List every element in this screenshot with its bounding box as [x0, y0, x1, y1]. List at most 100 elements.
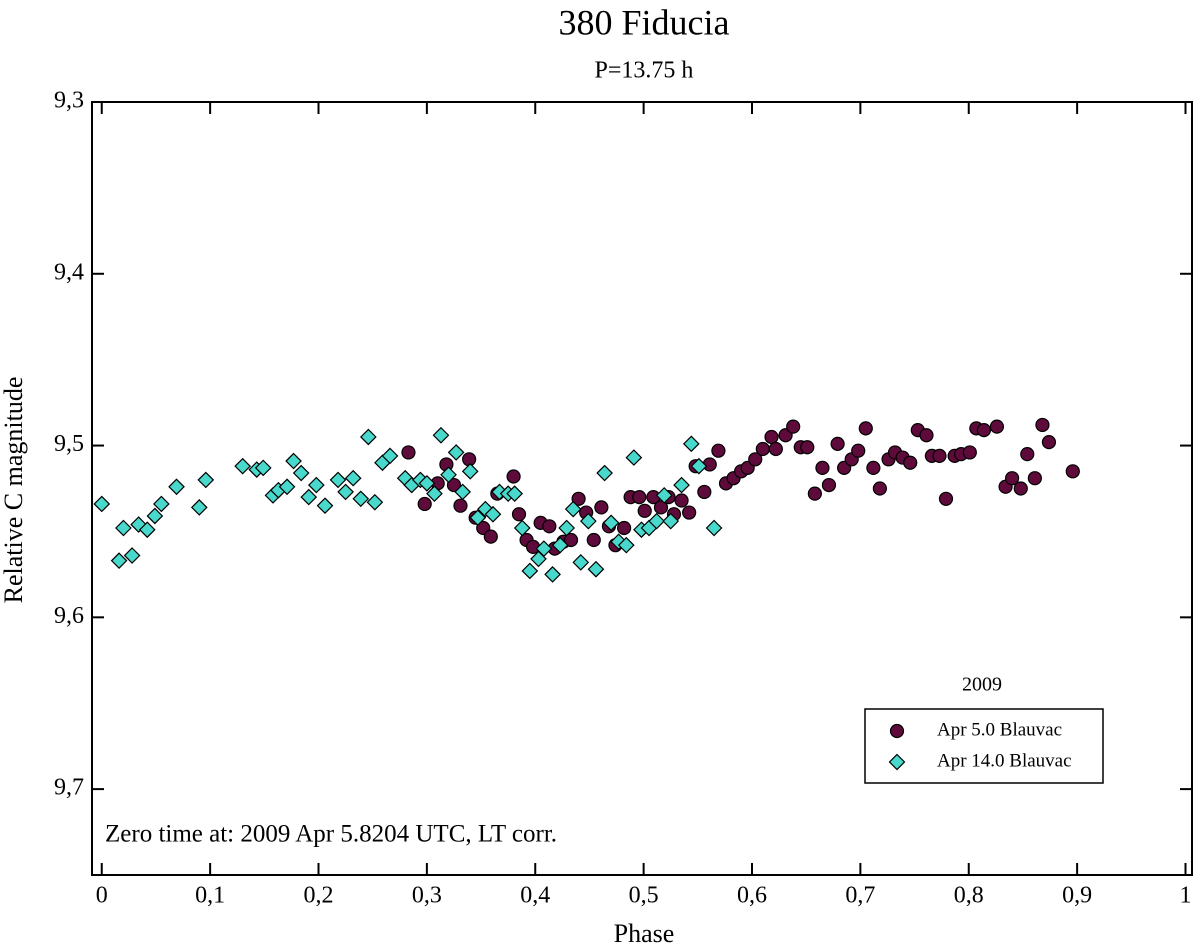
data-point — [542, 519, 557, 534]
data-point — [617, 536, 635, 554]
legend-box — [864, 708, 1104, 784]
data-point — [711, 443, 726, 458]
data-point — [655, 487, 673, 504]
data-point — [594, 500, 609, 515]
legend-label: Apr 5.0 Blauvac — [937, 719, 1062, 740]
data-point — [337, 483, 354, 501]
data-point — [662, 512, 680, 530]
data-point — [1027, 471, 1042, 486]
data-point — [483, 529, 498, 544]
data-point — [454, 483, 471, 501]
data-point — [596, 464, 613, 482]
data-point — [903, 455, 918, 470]
x-tick-label: 0,1 — [195, 883, 225, 909]
data-point — [815, 460, 830, 475]
data-point — [851, 443, 866, 458]
data-point — [625, 449, 643, 466]
data-point — [682, 435, 700, 453]
data-point — [469, 509, 487, 527]
data-point — [307, 476, 325, 494]
data-point — [1013, 481, 1028, 496]
data-point — [962, 445, 977, 460]
data-point — [1004, 471, 1020, 486]
legend-title: 2009 — [962, 674, 1002, 696]
data-point — [432, 426, 450, 444]
data-point — [418, 474, 436, 492]
chart-subtitle: P=13.75 h — [595, 58, 694, 84]
y-tick-label: 9,7 — [54, 775, 84, 801]
legend-marker — [889, 723, 905, 739]
data-point — [637, 503, 652, 518]
data-point — [146, 507, 164, 525]
data-point — [1035, 417, 1050, 433]
data-point — [919, 428, 934, 443]
x-tick-label: 0,7 — [845, 883, 875, 909]
data-point — [690, 457, 708, 475]
legend-label: Apr 14.0 Blauvac — [937, 750, 1072, 771]
data-point — [653, 500, 669, 515]
data-point — [866, 460, 881, 475]
data-point — [446, 477, 462, 493]
data-point — [586, 532, 601, 548]
data-point — [697, 484, 712, 500]
data-point — [426, 485, 443, 503]
data-point — [572, 554, 590, 571]
data-point — [587, 560, 605, 578]
x-axis-label: Phase — [614, 919, 675, 948]
legend-marker — [888, 753, 906, 771]
x-tick-label: 0,4 — [520, 883, 550, 909]
x-tick-label: 0,3 — [412, 883, 442, 909]
data-point — [821, 477, 837, 493]
data-point — [580, 512, 597, 530]
data-point — [462, 452, 477, 467]
data-point — [768, 441, 783, 457]
data-point — [858, 421, 873, 436]
data-point — [830, 436, 845, 451]
data-point — [440, 466, 457, 484]
x-tick-label: 0,2 — [304, 883, 334, 909]
data-point — [764, 429, 779, 445]
data-point — [511, 507, 527, 522]
data-point — [748, 452, 763, 467]
data-point — [1041, 435, 1057, 450]
data-point — [932, 448, 947, 463]
data-point — [705, 519, 723, 537]
y-tick-label: 9,5 — [54, 431, 84, 457]
data-point — [447, 444, 465, 461]
data-point — [571, 491, 586, 506]
data-point — [366, 493, 384, 511]
data-point — [558, 519, 576, 537]
data-point — [316, 497, 334, 515]
y-tick-label: 9,3 — [54, 88, 84, 114]
data-point — [535, 540, 553, 557]
data-point — [254, 459, 272, 477]
data-point — [521, 562, 539, 580]
data-point — [292, 464, 310, 482]
data-point — [352, 490, 370, 508]
data-point — [800, 440, 815, 455]
data-point — [563, 532, 579, 548]
data-point — [329, 471, 347, 489]
y-tick-label: 9,6 — [54, 603, 84, 629]
data-point — [506, 485, 524, 503]
data-point — [786, 419, 801, 434]
data-point — [617, 520, 632, 536]
data-point — [976, 422, 992, 438]
data-point — [755, 441, 770, 457]
data-point — [93, 495, 111, 513]
data-point — [138, 521, 156, 539]
data-point — [190, 499, 208, 516]
data-point — [300, 488, 318, 506]
x-tick-label: 0,9 — [1062, 883, 1092, 909]
data-point — [1020, 447, 1035, 462]
data-point — [506, 469, 521, 484]
data-point — [674, 493, 689, 508]
x-tick-label: 0 — [96, 883, 108, 909]
data-point — [673, 476, 690, 494]
data-point — [551, 536, 569, 554]
data-point — [285, 452, 302, 470]
data-point — [115, 519, 132, 537]
x-tick-label: 0,8 — [954, 883, 984, 909]
data-point — [110, 552, 128, 569]
